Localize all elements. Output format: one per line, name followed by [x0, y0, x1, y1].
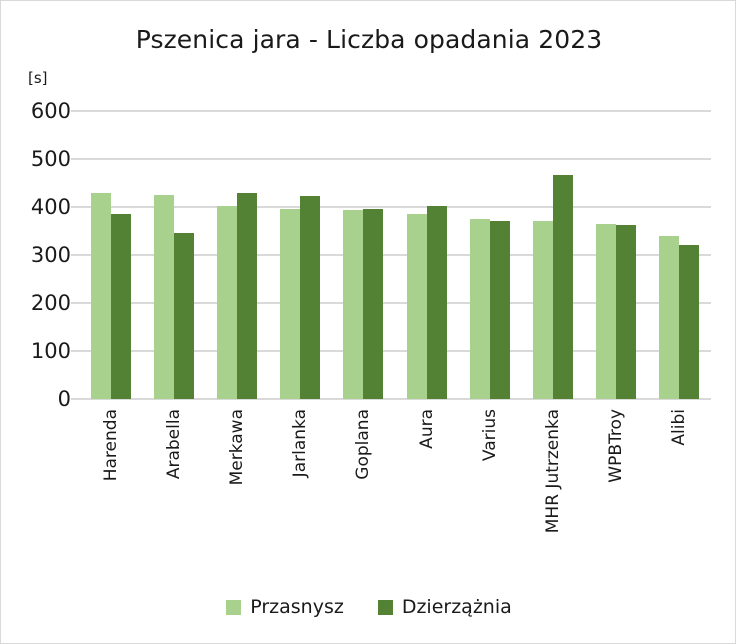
bar-group — [269, 111, 332, 399]
bar-group — [395, 111, 458, 399]
x-axis-category: Harenda — [79, 403, 142, 573]
plot-area — [79, 110, 711, 400]
x-axis-baseline — [79, 398, 711, 400]
gridline — [79, 254, 711, 256]
y-axis-tick-label: 300 — [30, 243, 71, 267]
x-axis-category-label: Harenda — [100, 409, 121, 482]
x-axis-category: Alibi — [648, 403, 711, 573]
y-axis-tick-mark — [71, 206, 79, 208]
y-axis-tick-labels: 600 500 400 300 200 100 0 — [1, 99, 79, 411]
bar[interactable] — [110, 214, 131, 399]
bar[interactable] — [426, 205, 447, 399]
y-axis-tick-label: 200 — [30, 291, 71, 315]
y-axis-tick-mark — [71, 110, 79, 112]
bar-group — [205, 111, 268, 399]
x-axis-category: Varius — [458, 403, 521, 573]
legend-item[interactable]: Dzierzążnia — [377, 596, 512, 618]
bar[interactable] — [489, 221, 510, 399]
bar-group — [332, 111, 395, 399]
x-axis-category: Jarlanka — [269, 403, 332, 573]
bar[interactable] — [217, 205, 237, 399]
x-axis-category: Aura — [395, 403, 458, 573]
y-axis-unit-label: [s] — [28, 69, 48, 87]
x-axis-category-label: Alibi — [669, 409, 690, 446]
y-axis-tick-mark — [71, 158, 79, 160]
x-axis-category-label: Arabella — [163, 409, 184, 480]
y-axis-tick-label: 100 — [30, 339, 71, 363]
x-axis-category-label: MHR Jutrzenka — [543, 409, 564, 534]
bar[interactable] — [553, 174, 574, 399]
y-axis-tick-label: 500 — [30, 147, 71, 171]
gridline — [79, 350, 711, 352]
bar[interactable] — [659, 235, 680, 399]
bar[interactable] — [679, 244, 700, 399]
bar-group — [79, 111, 142, 399]
bar-group — [585, 111, 648, 399]
bar[interactable] — [90, 193, 111, 399]
bar[interactable] — [280, 208, 301, 399]
x-axis-category-label: Jarlanka — [290, 409, 311, 478]
x-axis-category-label: Varius — [479, 409, 500, 462]
gridline — [79, 158, 711, 160]
bar[interactable] — [153, 195, 174, 399]
bar[interactable] — [533, 220, 554, 399]
bar[interactable] — [616, 225, 637, 399]
chart-legend: Przasnysz Dzierzążnia — [1, 596, 735, 618]
bar[interactable] — [300, 195, 321, 399]
bar-group — [521, 111, 584, 399]
x-axis-category: MHR Jutrzenka — [521, 403, 584, 573]
y-axis-tick-mark — [71, 254, 79, 256]
x-axis-category-label: WPBTroy — [606, 409, 627, 483]
bar[interactable] — [406, 214, 427, 399]
y-axis-tick-mark — [71, 350, 79, 352]
gridline — [79, 302, 711, 304]
x-axis-category: WPBTroy — [585, 403, 648, 573]
legend-label: Dzierzążnia — [401, 596, 512, 618]
legend-label: Przasnysz — [250, 596, 344, 618]
gridline — [79, 110, 711, 112]
x-axis-category: Arabella — [142, 403, 205, 573]
y-axis-tick-label: 0 — [57, 387, 71, 411]
x-axis-category: Merkawa — [205, 403, 268, 573]
y-axis-tick-label: 400 — [30, 195, 71, 219]
bar[interactable] — [237, 192, 257, 399]
bar[interactable] — [173, 232, 194, 399]
bar[interactable] — [469, 219, 490, 399]
bar-groups — [79, 111, 711, 399]
y-axis-tick-label: 600 — [30, 99, 71, 123]
legend-swatch-icon — [377, 599, 393, 615]
legend-item[interactable]: Przasnysz — [226, 596, 344, 618]
x-axis-category-label: Merkawa — [227, 409, 247, 486]
x-axis-category-labels: Harenda Arabella Merkawa Jarlanka Goplana Aur… — [79, 403, 711, 573]
x-axis-category-label: Aura — [416, 409, 437, 449]
bar[interactable] — [343, 209, 364, 399]
gridline — [79, 206, 711, 208]
x-axis-category: Goplana — [332, 403, 395, 573]
bar-group — [142, 111, 205, 399]
y-axis-tick-mark — [71, 398, 79, 400]
bar[interactable] — [363, 209, 384, 399]
bar-group — [458, 111, 521, 399]
chart-title: Pszenica jara - Liczba opadania 2023 — [135, 25, 603, 54]
bar-group — [648, 111, 711, 399]
x-axis-category-label: Goplana — [353, 409, 374, 480]
y-axis-tick-mark — [71, 302, 79, 304]
legend-swatch-icon — [226, 599, 242, 615]
bar[interactable] — [596, 223, 617, 399]
